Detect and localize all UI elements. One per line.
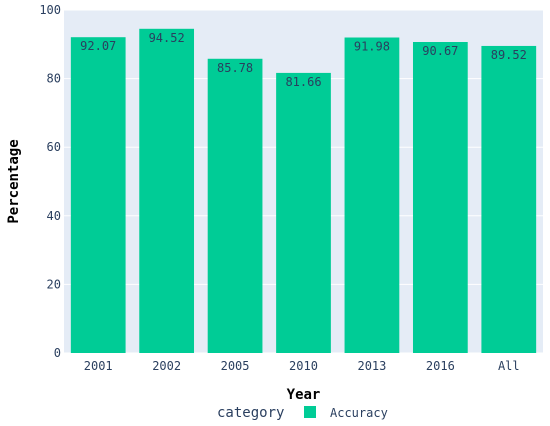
y-tick-label: 60 — [47, 140, 61, 154]
y-tick-label: 100 — [39, 3, 61, 17]
x-tick-label: 2016 — [426, 359, 455, 373]
y-tick-label: 40 — [47, 209, 61, 223]
data-label-2016: 90.67 — [422, 44, 458, 58]
legend-swatch-accuracy[interactable] — [304, 406, 316, 418]
y-axis-title: Percentage — [6, 139, 22, 223]
legend: category Accuracy — [217, 405, 388, 421]
bar-2016[interactable] — [412, 42, 468, 354]
legend-label-accuracy[interactable]: Accuracy — [330, 406, 388, 420]
bar-2005[interactable] — [207, 58, 263, 354]
x-tick-label: 2013 — [357, 359, 386, 373]
data-label-2010: 81.66 — [285, 75, 321, 89]
y-tick-label: 80 — [47, 72, 61, 86]
data-label-all: 89.52 — [491, 48, 527, 62]
x-tick-label: 2002 — [152, 359, 181, 373]
data-label-2013: 91.98 — [354, 40, 390, 54]
data-label-2002: 94.52 — [149, 31, 185, 45]
bar-2002[interactable] — [139, 28, 195, 354]
bar-2010[interactable] — [276, 72, 331, 354]
x-tick-label: 2001 — [84, 359, 113, 373]
bar-2013[interactable] — [344, 37, 400, 353]
data-label-2005: 85.78 — [217, 61, 253, 75]
y-tick-label: 0 — [54, 346, 61, 360]
y-axis-ticks: 0 20 40 60 80 100 — [39, 3, 61, 360]
legend-title: category — [217, 405, 284, 421]
data-label-2001: 92.07 — [80, 39, 116, 53]
y-tick-label: 20 — [47, 277, 61, 291]
x-axis-ticks: 2001 2002 2005 2010 2013 2016 All — [84, 359, 520, 373]
bar-all[interactable] — [481, 45, 537, 353]
bar-2001[interactable] — [70, 37, 126, 354]
x-axis-title: Year — [287, 387, 321, 403]
x-tick-label: 2010 — [289, 359, 318, 373]
x-tick-label: 2005 — [221, 359, 250, 373]
bars — [70, 28, 537, 354]
data-labels: 92.07 94.52 85.78 81.66 91.98 90.67 89.52 — [80, 31, 527, 89]
x-tick-label: All — [498, 359, 520, 373]
